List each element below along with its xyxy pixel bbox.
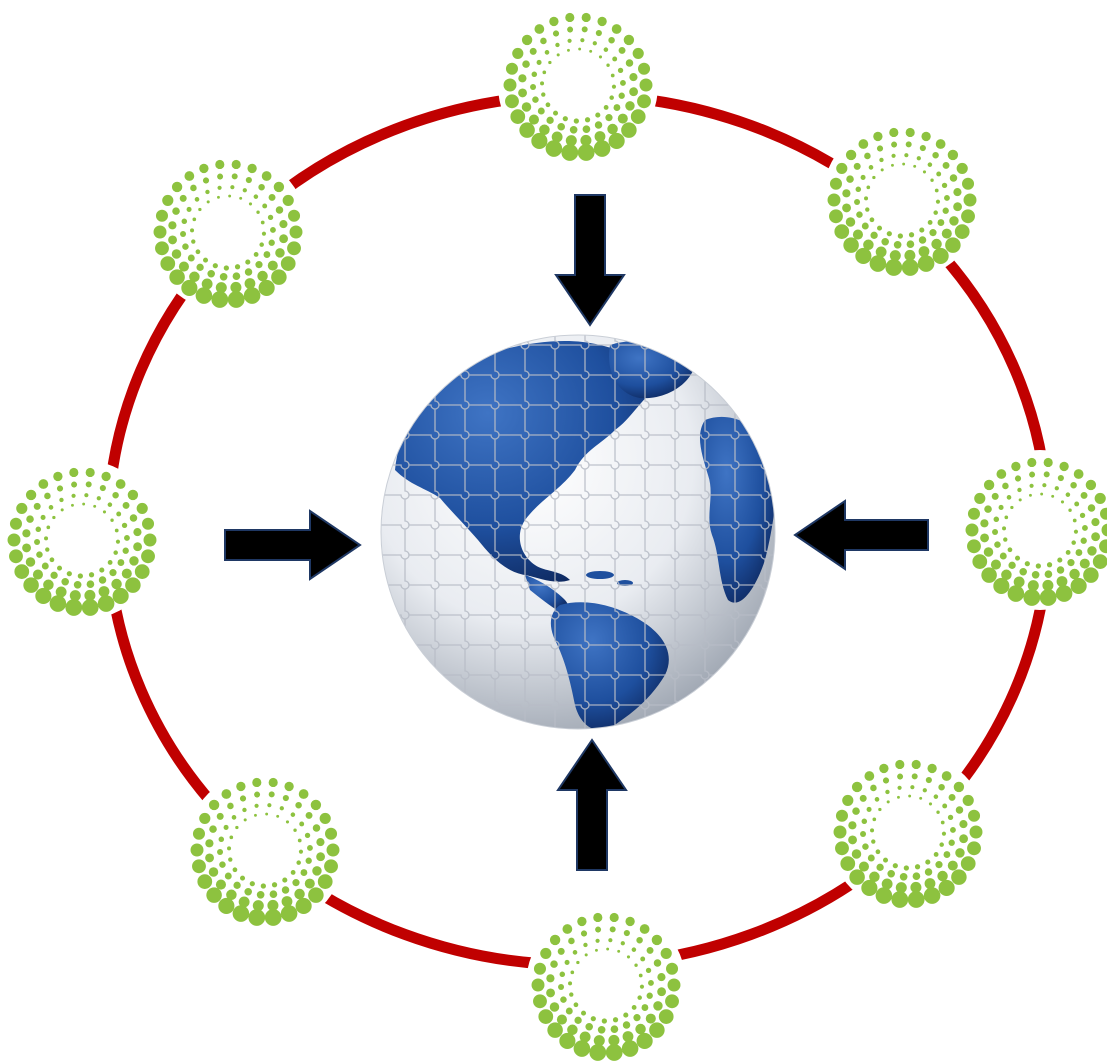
nodes [2, 5, 1107, 1063]
node-top [498, 5, 658, 165]
arrow-bottom [556, 738, 628, 871]
node-top-right [822, 120, 982, 280]
node-bottom-right [828, 752, 988, 912]
arrow-left [224, 509, 362, 581]
arrow-right [793, 499, 929, 571]
node-bottom [526, 905, 686, 1063]
arrow-top [554, 194, 626, 327]
globe-puzzle-icon [380, 334, 776, 730]
node-top-left [148, 152, 308, 312]
node-bottom-left [185, 770, 345, 930]
node-right [960, 450, 1107, 610]
arrows [224, 194, 929, 871]
node-left [2, 460, 162, 620]
